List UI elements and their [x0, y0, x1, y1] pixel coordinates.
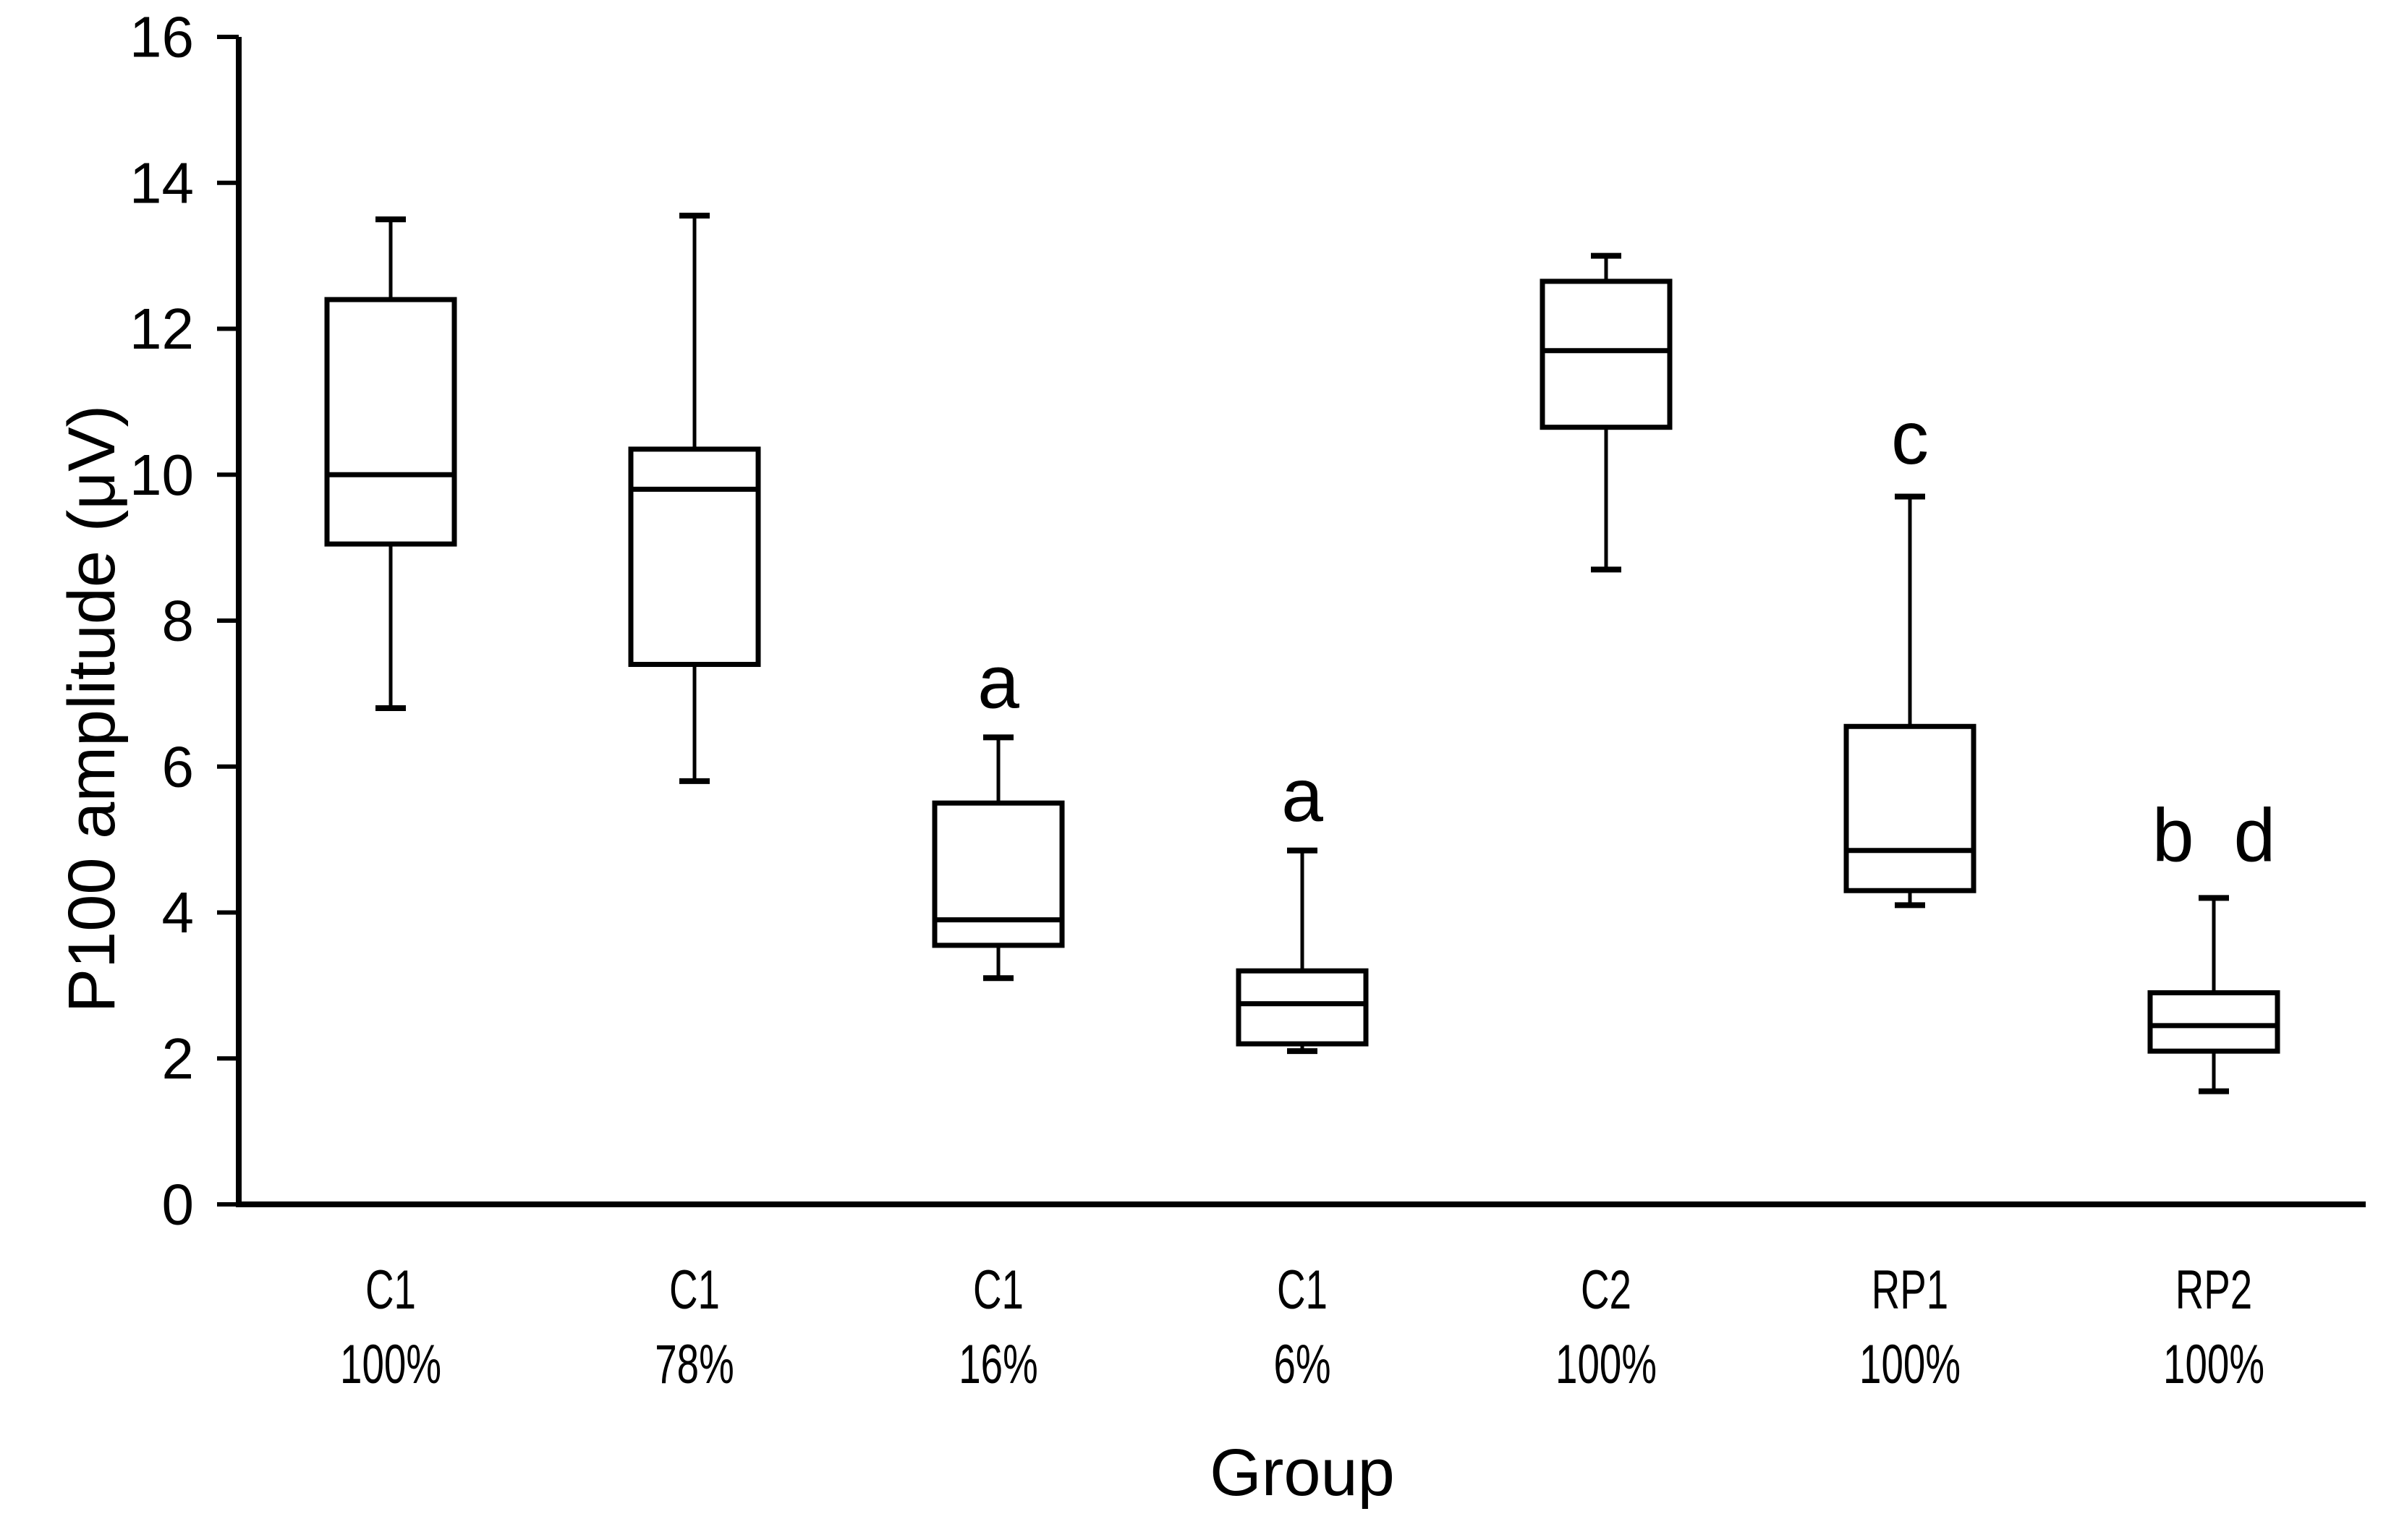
significance-letter: b d [2152, 794, 2276, 878]
y-tick-label: 10 [129, 443, 194, 507]
x-axis-title: Group [1210, 1436, 1395, 1510]
y-tick-label: 12 [129, 297, 194, 361]
y-tick-label: 4 [162, 880, 195, 945]
x-category-group-label: C1 [973, 1259, 1024, 1321]
significance-letter: a [1281, 754, 1323, 838]
y-axis-title: P100 amplitude (μV) [55, 405, 129, 1013]
y-tick-label: 2 [162, 1026, 195, 1091]
box-iqr [628, 446, 761, 668]
plot-area: 0 2 4 6 8 10 12 14 16 C1 100% C1 78% a C1 16% a C1 6% C2 100… [129, 5, 2366, 1395]
box-iqr [1236, 968, 1369, 1047]
x-category-percent-label: 16% [959, 1334, 1038, 1395]
x-category-percent-label: 100% [1859, 1334, 1961, 1395]
x-category-group-label: C1 [1277, 1259, 1328, 1321]
y-tick-label: 0 [162, 1173, 195, 1237]
x-category-group-label: RP2 [2175, 1259, 2252, 1321]
significance-letter: c [1891, 396, 1929, 480]
x-category-percent-label: 100% [1555, 1334, 1657, 1395]
y-tick-label: 14 [129, 150, 194, 215]
box-iqr [324, 297, 457, 547]
x-category-percent-label: 100% [340, 1334, 441, 1395]
box-iqr [1843, 723, 1976, 893]
box-iqr [932, 800, 1065, 948]
y-tick-label: 8 [162, 589, 195, 653]
box-iqr [2147, 990, 2280, 1054]
x-category-group-label: C1 [669, 1259, 720, 1321]
box-iqr [1540, 278, 1673, 430]
y-tick-label: 6 [162, 734, 195, 799]
x-category-group-label: C2 [1581, 1259, 1631, 1321]
x-category-percent-label: 78% [655, 1334, 734, 1395]
y-tick-label: 16 [129, 5, 194, 69]
x-category-group-label: RP1 [1872, 1259, 1948, 1321]
x-category-percent-label: 100% [2163, 1334, 2264, 1395]
x-category-group-label: C1 [365, 1259, 416, 1321]
significance-letter: a [977, 641, 1019, 725]
x-category-percent-label: 6% [1273, 1334, 1330, 1395]
